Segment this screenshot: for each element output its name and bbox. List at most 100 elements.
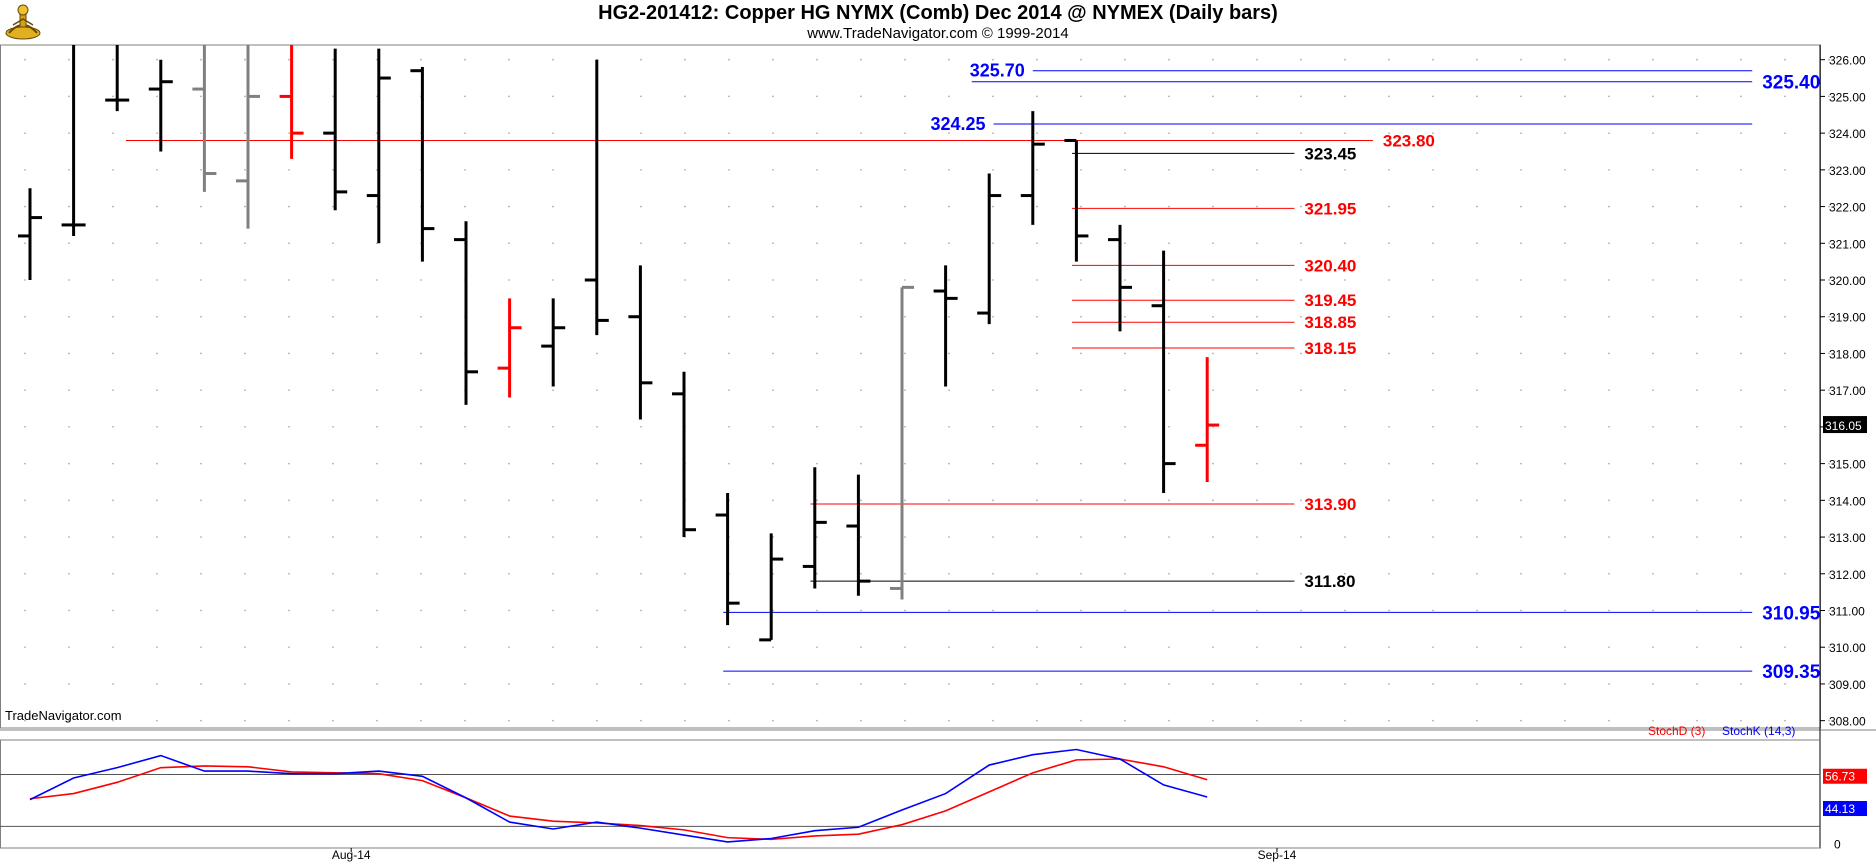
grid-dot xyxy=(1476,242,1478,245)
grid-dot xyxy=(1608,389,1610,392)
chart-title: HG2-201412: Copper HG NYMX (Comb) Dec 20… xyxy=(598,2,1278,24)
grid-dot xyxy=(860,242,862,245)
level-label: 325.70 xyxy=(970,61,1025,81)
grid-dot xyxy=(1476,646,1478,649)
grid-dot xyxy=(1828,132,1830,135)
grid-dot xyxy=(1784,132,1786,135)
grid-dot xyxy=(1564,389,1566,392)
grid-dot xyxy=(244,719,246,722)
grid-dot xyxy=(772,205,774,208)
grid-dot xyxy=(904,646,906,649)
grid-dot xyxy=(244,425,246,428)
grid-dot xyxy=(1124,572,1126,575)
grid-dot xyxy=(1608,499,1610,502)
grid-dot xyxy=(1740,242,1742,245)
grid-dot xyxy=(1344,646,1346,649)
grid-dot xyxy=(1520,168,1522,171)
grid-dot xyxy=(1432,719,1434,722)
grid-dot xyxy=(1168,95,1170,98)
grid-dot xyxy=(992,536,994,538)
grid-dot xyxy=(1564,609,1566,612)
grid-dot xyxy=(1344,536,1346,538)
grid-dot xyxy=(332,352,334,355)
grid-dot xyxy=(640,499,642,502)
grid-dot xyxy=(1124,132,1126,135)
grid-dot xyxy=(992,242,994,245)
grid-dot xyxy=(1520,389,1522,392)
grid-dot xyxy=(288,572,290,575)
grid-dot xyxy=(728,425,730,428)
grid-dot xyxy=(1432,205,1434,208)
grid-dot xyxy=(156,132,158,135)
trade-navigator-logo-icon xyxy=(3,3,43,41)
grid-dot xyxy=(112,58,114,61)
grid-dot xyxy=(1256,205,1258,208)
grid-dot xyxy=(464,536,466,538)
grid-dot xyxy=(244,572,246,575)
grid-dot xyxy=(728,352,730,355)
grid-dot xyxy=(1828,536,1830,538)
grid-dot xyxy=(552,58,554,61)
grid-dot xyxy=(1476,58,1478,61)
grid-dot xyxy=(200,499,202,502)
grid-dot xyxy=(1212,58,1214,61)
grid-dot xyxy=(156,58,158,61)
grid-dot xyxy=(156,683,158,685)
grid-dot xyxy=(640,95,642,98)
grid-dot xyxy=(552,646,554,649)
grid-dot xyxy=(1212,279,1214,281)
grid-dot xyxy=(508,279,510,281)
watermark-text: TradeNavigator.com xyxy=(5,708,122,723)
grid-dot xyxy=(332,58,334,61)
grid-dot xyxy=(244,205,246,208)
grid-dot xyxy=(860,719,862,722)
grid-dot xyxy=(552,536,554,538)
grid-dot xyxy=(1300,315,1302,318)
grid-dot xyxy=(200,279,202,281)
grid-dot xyxy=(1080,205,1082,208)
grid-dot xyxy=(1080,389,1082,392)
grid-dot xyxy=(156,499,158,502)
grid-dot xyxy=(552,572,554,575)
grid-dot xyxy=(596,389,598,392)
grid-dot xyxy=(1212,646,1214,649)
grid-dot xyxy=(1388,168,1390,171)
grid-dot xyxy=(464,425,466,428)
grid-dot xyxy=(1300,168,1302,171)
grid-dot xyxy=(1300,499,1302,502)
grid-dot xyxy=(1520,499,1522,502)
grid-dot xyxy=(24,425,26,428)
grid-dot xyxy=(1696,389,1698,392)
grid-dot xyxy=(1300,719,1302,722)
grid-dot xyxy=(1124,425,1126,428)
grid-dot xyxy=(1432,683,1434,685)
grid-dot xyxy=(728,462,730,465)
stochastic-value-label: 44.13 xyxy=(1825,802,1855,816)
grid-dot xyxy=(1212,683,1214,685)
grid-dot xyxy=(420,425,422,428)
grid-dot xyxy=(68,242,70,245)
grid-dot xyxy=(112,572,114,575)
grid-dot xyxy=(1696,168,1698,171)
grid-dot xyxy=(24,95,26,98)
grid-dot xyxy=(684,132,686,135)
grid-dot xyxy=(1212,462,1214,465)
grid-dot xyxy=(1256,683,1258,685)
grid-dot xyxy=(1080,462,1082,465)
grid-dot xyxy=(1212,536,1214,538)
grid-dot xyxy=(1124,646,1126,649)
level-label: 318.15 xyxy=(1304,339,1356,358)
grid-dot xyxy=(1784,205,1786,208)
grid-dot xyxy=(1476,609,1478,612)
grid-dot xyxy=(860,499,862,502)
grid-dot xyxy=(1564,168,1566,171)
grid-dot xyxy=(1168,609,1170,612)
grid-dot xyxy=(1696,719,1698,722)
grid-dot xyxy=(816,462,818,465)
stochastic-series-line xyxy=(29,758,1208,841)
grid-dot xyxy=(1256,279,1258,281)
grid-dot xyxy=(1036,242,1038,245)
grid-dot xyxy=(200,425,202,428)
grid-dot xyxy=(904,499,906,502)
grid-dot xyxy=(640,609,642,612)
